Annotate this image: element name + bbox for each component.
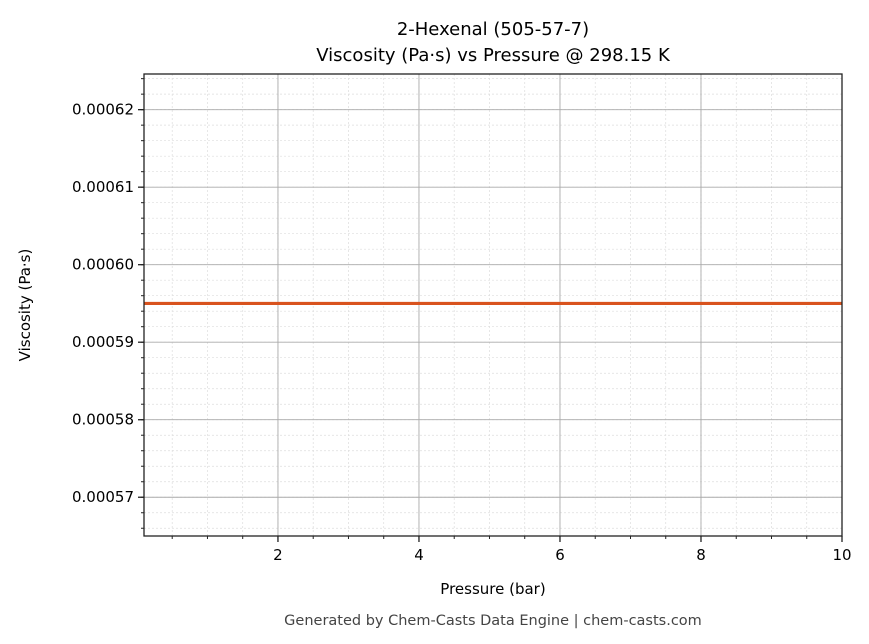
x-tick-label: 10	[832, 546, 851, 564]
x-tick-label: 8	[696, 546, 706, 564]
chart-title: 2-Hexenal (505-57-7)	[397, 19, 589, 40]
y-tick-label: 0.00058	[72, 411, 134, 429]
plot-frame	[143, 73, 843, 537]
y-tick-label: 0.00062	[72, 101, 134, 119]
footer-credit: Generated by Chem-Casts Data Engine | ch…	[284, 613, 702, 629]
ticks: 2 4 6 8 10 0.00057 0.00058 0.00059 0.00060 0.0006…	[72, 78, 852, 564]
x-tick-label: 6	[555, 546, 565, 564]
x-axis-label: Pressure (bar)	[440, 580, 545, 598]
y-tick-label: 0.00060	[72, 256, 134, 274]
x-tick-label: 4	[414, 546, 424, 564]
y-tick-label: 0.00057	[72, 488, 134, 506]
y-tick-label: 0.00059	[72, 333, 134, 351]
y-axis-label: Viscosity (Pa·s)	[16, 249, 34, 362]
x-tick-label: 2	[273, 546, 283, 564]
chart-subtitle: Viscosity (Pa·s) vs Pressure @ 298.15 K	[316, 45, 671, 66]
y-tick-label: 0.00061	[72, 178, 134, 196]
